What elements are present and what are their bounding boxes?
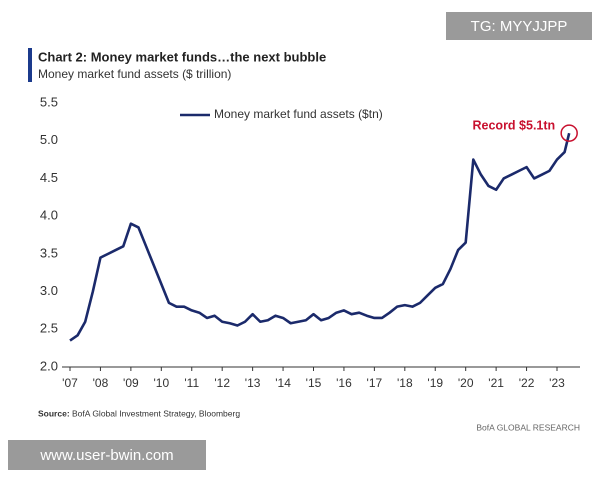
- y-tick-label: 3.0: [40, 283, 58, 298]
- y-tick-label: 4.0: [40, 208, 58, 223]
- y-tick-label: 5.0: [40, 132, 58, 147]
- x-tick-label: '13: [245, 376, 261, 390]
- y-tick-label: 2.5: [40, 321, 58, 336]
- x-tick-label: '17: [367, 376, 383, 390]
- y-tick-label: 5.5: [40, 94, 58, 109]
- line: [69, 132, 571, 342]
- watermark: TG: MYYJJPP: [471, 18, 568, 35]
- x-tick-label: '09: [123, 376, 139, 390]
- chart-subtitle: Money market fund assets ($ trillion): [38, 67, 231, 81]
- watermark-box: [8, 440, 206, 470]
- watermark-box: [446, 12, 592, 40]
- watermark: www.user-bwin.com: [39, 447, 173, 464]
- annotation: Record $5.1tn: [473, 118, 556, 132]
- legend-label: Money market fund assets ($tn): [214, 107, 383, 121]
- x-tick-label: '19: [427, 376, 443, 390]
- x-tick-label: '08: [93, 376, 109, 390]
- x-tick-label: '11: [184, 376, 199, 390]
- source-label: Source:: [38, 408, 70, 418]
- x-tick-label: '15: [306, 376, 322, 390]
- x-tick-label: '12: [214, 376, 230, 390]
- x-tick-label: '18: [397, 376, 413, 390]
- x-tick-label: '07: [62, 376, 78, 390]
- chart-title: Chart 2: Money market funds…the next bub…: [38, 49, 326, 64]
- x-tick-label: '21: [488, 376, 504, 390]
- y-tick-label: 3.5: [40, 245, 58, 260]
- x-tick-label: '14: [275, 376, 291, 390]
- x-tick-label: '22: [519, 376, 535, 390]
- x-tick-label: '16: [336, 376, 352, 390]
- x-tick-label: '20: [458, 376, 474, 390]
- highlight-circle: [560, 124, 578, 142]
- x-tick-label: '10: [153, 376, 169, 390]
- y-tick-label: 4.5: [40, 170, 58, 185]
- title-bar: [28, 48, 32, 82]
- credit: BofA GLOBAL RESEARCH: [476, 422, 580, 432]
- y-tick-label: 2.0: [40, 358, 58, 373]
- x-tick-label: '23: [549, 376, 565, 390]
- source: BofA Global Investment Strategy, Bloombe…: [72, 408, 240, 418]
